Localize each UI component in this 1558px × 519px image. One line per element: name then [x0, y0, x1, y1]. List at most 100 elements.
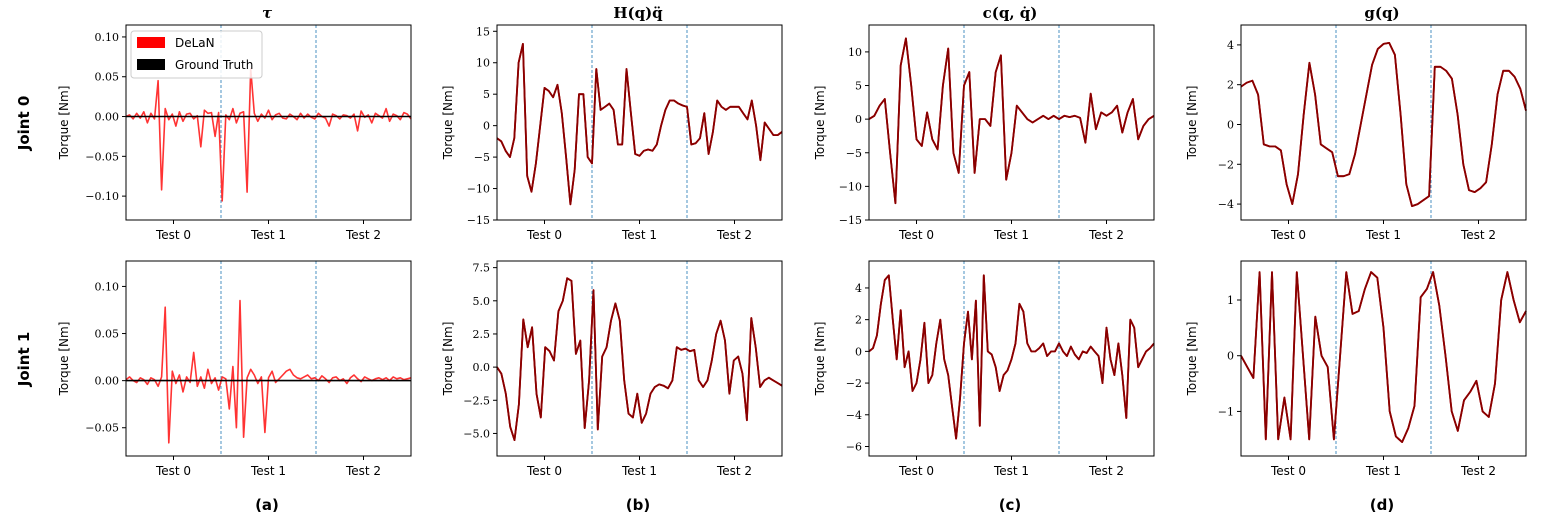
y-tick-label: −5	[846, 147, 862, 160]
col-title-tau: τ	[262, 4, 273, 22]
x-tick-label: Test 0	[526, 464, 562, 478]
col-title-coriolis: c(q, q̇)	[983, 4, 1038, 22]
x-tick-label: Test 0	[898, 228, 934, 242]
x-tick-label: Test 1	[993, 228, 1029, 242]
x-tick-label: Test 2	[345, 464, 381, 478]
y-axis-label: Torque [Nm]	[441, 322, 455, 397]
col-title-gravity: g(q)	[1364, 4, 1399, 22]
y-tick-label: 1	[1227, 294, 1234, 307]
y-tick-label: 0	[1227, 350, 1234, 363]
y-tick-label: −10	[839, 180, 862, 193]
y-tick-label: −15	[467, 214, 490, 227]
subplot-joint1-coriolis: −6 −4 −2 0 2 4 Torque [Nm] Test 0 Test 1 Test 2	[813, 260, 1155, 478]
series-line-ground-truth	[1240, 42, 1527, 208]
subplot-joint0-coriolis: −15 −10 −5 0 5 10 Torque [Nm] Test 0 Test 1 Test …	[813, 24, 1155, 242]
x-tick-label: Test 1	[621, 464, 657, 478]
y-tick-label: −1	[1218, 405, 1234, 418]
row-label-joint-1: Joint 1	[15, 332, 33, 388]
y-axis-label: Torque [Nm]	[813, 86, 827, 161]
x-tick-label: Test 2	[1460, 228, 1496, 242]
x-tick-label: Test 0	[155, 464, 191, 478]
x-tick-label: Test 1	[1365, 464, 1401, 478]
x-tick-label: Test 2	[716, 464, 752, 478]
panel-letter-d: (d)	[1370, 496, 1394, 514]
y-axis-label: Torque [Nm]	[441, 86, 455, 161]
series-line-ground-truth	[1240, 271, 1527, 444]
y-tick-label: −4	[846, 409, 862, 422]
series-line-ground-truth	[868, 274, 1155, 440]
y-tick-label: 10	[476, 57, 490, 70]
legend-label-delan: DeLaN	[175, 36, 215, 50]
y-tick-label: −4	[1218, 198, 1234, 211]
series-line-ground-truth	[496, 43, 783, 206]
y-tick-label: −15	[839, 214, 862, 227]
legend-swatch-ground-truth	[137, 59, 165, 70]
x-tick-label: Test 1	[1365, 228, 1401, 242]
y-tick-label: 0	[1227, 118, 1234, 131]
x-tick-label: Test 1	[621, 228, 657, 242]
x-tick-label: Test 2	[1088, 228, 1124, 242]
y-axis-label: Torque [Nm]	[1185, 86, 1199, 161]
axes-border	[868, 24, 1155, 221]
subplot-joint0-inertia: −15 −10 −5 0 5 10 15 Torque [Nm] Test 0 Test 1 Tes…	[441, 24, 783, 242]
y-tick-label: −0.05	[85, 422, 119, 435]
y-tick-label: 0.00	[95, 375, 120, 388]
subplot-joint1-gravity: −1 0 1 Torque [Nm] Test 0 Test 1 Test 2	[1185, 260, 1527, 478]
x-tick-label: Test 0	[1270, 228, 1306, 242]
y-tick-label: −2	[846, 377, 862, 390]
subplot-joint1-inertia: −5.0 −2.5 0.0 2.5 5.0 7.5 Torque [Nm] Test 0 Tes…	[441, 260, 783, 478]
y-tick-label: 0.10	[95, 280, 120, 293]
y-tick-label: 5.0	[473, 295, 491, 308]
x-tick-label: Test 0	[526, 228, 562, 242]
y-tick-label: 2	[855, 314, 862, 327]
y-tick-label: 0.10	[95, 31, 120, 44]
y-tick-label: 0.0	[473, 361, 491, 374]
panel-letter-a: (a)	[255, 496, 279, 514]
series-line-delan	[125, 68, 412, 202]
row-label-joint-0: Joint 0	[15, 96, 33, 152]
subplot-joint0-gravity: −4 −2 0 2 4 Torque [Nm] Test 0 Test 1 Test 2	[1185, 24, 1527, 242]
axes-frame	[1240, 24, 1527, 221]
series-line-ground-truth	[868, 37, 1155, 205]
y-tick-label: 7.5	[473, 262, 491, 275]
y-tick-label: 10	[848, 46, 862, 59]
panel-letter-c: (c)	[999, 496, 1022, 514]
y-tick-label: 0	[483, 120, 490, 133]
axes-border	[496, 24, 783, 221]
axes-border	[125, 24, 412, 221]
axes-frame	[868, 24, 1155, 221]
legend: DeLaN Ground Truth	[130, 30, 263, 79]
y-axis-label: Torque [Nm]	[1185, 322, 1199, 397]
x-tick-label: Test 0	[155, 228, 191, 242]
y-tick-label: 5	[855, 80, 862, 93]
y-tick-label: 0	[855, 345, 862, 358]
y-tick-label: 4	[855, 282, 862, 295]
y-axis-label: Torque [Nm]	[813, 322, 827, 397]
series-line-delan	[125, 299, 412, 444]
axes-border	[1240, 24, 1527, 221]
y-tick-label: −5	[474, 151, 490, 164]
legend-label-ground-truth: Ground Truth	[175, 58, 253, 72]
legend-swatch-delan	[137, 37, 165, 48]
x-tick-label: Test 0	[898, 464, 934, 478]
x-tick-label: Test 1	[250, 228, 286, 242]
axes-border	[496, 260, 783, 457]
axes-border	[1240, 260, 1527, 457]
y-tick-label: 0.00	[95, 111, 120, 124]
y-axis-label: Torque [Nm]	[57, 86, 71, 161]
subplot-joint1-tau: −0.05 0.00 0.05 0.10 Torque [Nm] Test 0 Test 1…	[57, 260, 412, 478]
y-tick-label: −5.0	[463, 427, 490, 440]
y-tick-label: 0.05	[95, 71, 120, 84]
x-tick-label: Test 0	[1270, 464, 1306, 478]
x-tick-label: Test 2	[1088, 464, 1124, 478]
x-tick-label: Test 2	[716, 228, 752, 242]
y-tick-label: −6	[846, 440, 862, 453]
y-tick-label: 2	[1227, 79, 1234, 92]
y-tick-label: −2	[1218, 158, 1234, 171]
x-tick-label: Test 1	[250, 464, 286, 478]
panel-letter-b: (b)	[626, 496, 650, 514]
y-tick-label: −0.10	[85, 190, 119, 203]
axes-border	[125, 260, 412, 457]
x-tick-label: Test 2	[345, 228, 381, 242]
